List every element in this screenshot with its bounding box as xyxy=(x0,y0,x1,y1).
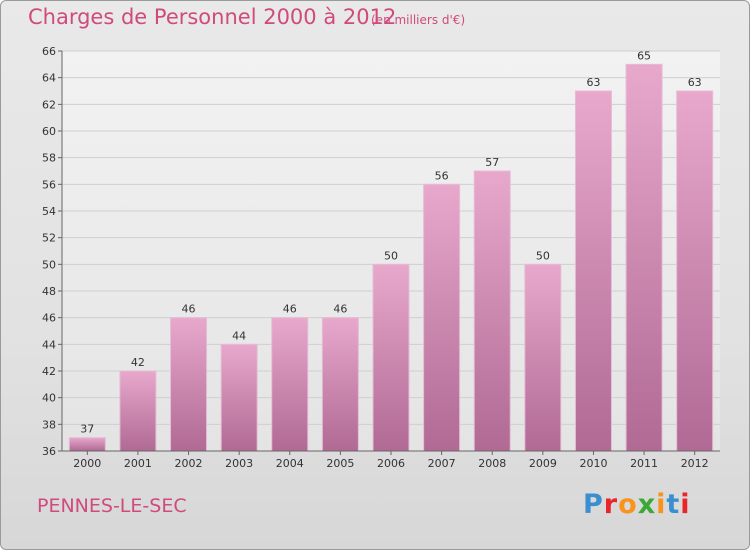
bar xyxy=(524,263,562,452)
bar xyxy=(321,317,359,452)
x-tick-label: 2004 xyxy=(276,457,304,470)
y-tick-label: 54 xyxy=(42,205,56,218)
logo-letter: o xyxy=(618,489,638,520)
bar-value-label: 46 xyxy=(182,303,196,316)
y-tick-label: 42 xyxy=(42,365,56,378)
y-tick-label: 58 xyxy=(42,152,56,165)
y-tick-label: 64 xyxy=(42,72,56,85)
bar xyxy=(220,343,258,452)
bar-value-label: 46 xyxy=(333,303,347,316)
bar xyxy=(119,370,157,452)
logo-letter: r xyxy=(603,489,619,520)
logo-letter: i xyxy=(656,489,667,520)
bar xyxy=(68,437,106,452)
x-tick-label: 2005 xyxy=(326,457,354,470)
bar-value-label: 56 xyxy=(435,169,449,182)
x-tick-label: 2001 xyxy=(124,457,152,470)
chart-subtitle: (en milliers d'€) xyxy=(371,13,466,27)
bar xyxy=(372,263,410,452)
bar xyxy=(271,317,309,452)
y-tick-label: 62 xyxy=(42,98,56,111)
x-tick-label: 2012 xyxy=(681,457,709,470)
y-tick-label: 38 xyxy=(42,418,56,431)
logo-letter: P xyxy=(583,489,604,520)
bar xyxy=(170,317,208,452)
bar-value-label: 57 xyxy=(485,156,499,169)
bar-value-label: 50 xyxy=(384,249,398,262)
bar-value-label: 44 xyxy=(232,329,246,342)
x-tick-label: 2011 xyxy=(630,457,658,470)
plot-area: 36 38 40 42 44 46 48 50 52 54 56 58 60 62 64 66 37 2000 42… xyxy=(42,45,720,470)
bar xyxy=(473,170,511,452)
bar xyxy=(676,90,714,452)
x-tick-label: 2006 xyxy=(377,457,405,470)
y-tick-label: 40 xyxy=(42,392,56,405)
bar-value-label: 63 xyxy=(586,76,600,89)
bar xyxy=(574,90,612,452)
commune-name: PENNES-LE-SEC xyxy=(37,495,187,517)
x-tick-label: 2008 xyxy=(478,457,506,470)
chart-title: Charges de Personnel 2000 à 2012 xyxy=(28,5,397,29)
y-tick-label: 66 xyxy=(42,45,56,58)
x-tick-label: 2007 xyxy=(428,457,456,470)
y-tick-label: 44 xyxy=(42,338,56,351)
bar-value-label: 65 xyxy=(637,49,651,62)
bar-value-label: 50 xyxy=(536,249,550,262)
proxiti-logo: Proxiti xyxy=(583,489,691,520)
logo-letter: t xyxy=(666,489,681,520)
bar xyxy=(625,63,663,452)
y-tick-label: 60 xyxy=(42,125,56,138)
x-tick-label: 2003 xyxy=(225,457,253,470)
y-tick-label: 56 xyxy=(42,178,56,191)
bar xyxy=(423,183,461,452)
bar-value-label: 42 xyxy=(131,356,145,369)
y-tick-label: 36 xyxy=(42,445,56,458)
bar-value-label: 63 xyxy=(688,76,702,89)
x-tick-label: 2010 xyxy=(579,457,607,470)
y-tick-label: 46 xyxy=(42,312,56,325)
x-tick-label: 2002 xyxy=(175,457,203,470)
x-tick-label: 2000 xyxy=(73,457,101,470)
logo-letter: x xyxy=(637,489,657,520)
y-tick-label: 50 xyxy=(42,258,56,271)
bar-value-label: 37 xyxy=(80,423,94,436)
logo-letter: i xyxy=(680,489,691,520)
bar-value-label: 46 xyxy=(283,303,297,316)
y-tick-label: 48 xyxy=(42,285,56,298)
x-tick-label: 2009 xyxy=(529,457,557,470)
y-tick-label: 52 xyxy=(42,232,56,245)
